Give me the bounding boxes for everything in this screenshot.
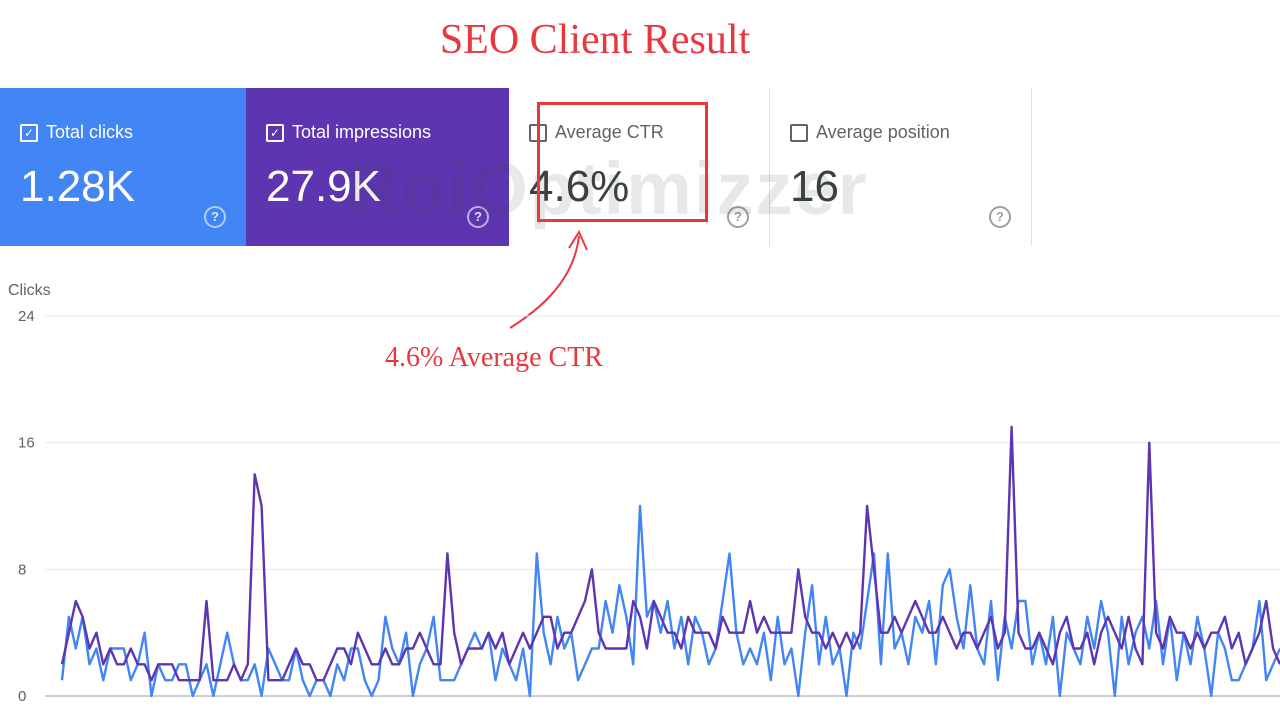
average-position-value: 16 [790, 162, 839, 211]
help-circle-icon[interactable]: ? [989, 206, 1011, 228]
average-ctr-label: Average CTR [555, 122, 664, 142]
total-impressions-value: 27.9K [266, 162, 381, 211]
checkbox-checked-icon[interactable]: ✓ [266, 123, 284, 142]
help-circle-icon[interactable]: ? [204, 206, 226, 228]
average-ctr-value: 4.6% [529, 162, 630, 211]
clicks-chart: 0 8 16 24 [18, 308, 1280, 705]
checkbox-checked-icon[interactable]: ✓ [20, 123, 38, 142]
series-line-total-impressions [60, 425, 1280, 682]
total-clicks-value: 1.28K [20, 162, 135, 211]
series-line-total-clicks [60, 504, 1280, 698]
average-position-label: Average position [816, 122, 950, 142]
y-tick-label: 0 [18, 688, 26, 705]
checkbox-unchecked-icon[interactable] [790, 123, 808, 142]
y-tick-label: 8 [18, 561, 26, 578]
y-axis-label: Clicks [8, 282, 51, 299]
total-impressions-label: Total impressions [292, 122, 432, 142]
watermark-logo: RoiOptimizzer [345, 147, 869, 230]
annotation-text: 4.6% Average CTR [385, 342, 603, 373]
highlight-box [537, 102, 708, 222]
average-position-card[interactable]: Average position 16 ? [770, 88, 1032, 246]
page-title: SEO Client Result [439, 17, 751, 63]
help-circle-icon[interactable]: ? [467, 206, 489, 228]
total-impressions-card[interactable]: ✓ Total impressions 27.9K ? [246, 88, 509, 246]
help-circle-icon[interactable]: ? [727, 206, 749, 228]
y-tick-label: 16 [18, 435, 35, 452]
y-tick-label: 24 [18, 308, 35, 325]
total-clicks-card[interactable]: ✓ Total clicks 1.28K ? [0, 88, 246, 246]
total-clicks-label: Total clicks [46, 122, 134, 142]
